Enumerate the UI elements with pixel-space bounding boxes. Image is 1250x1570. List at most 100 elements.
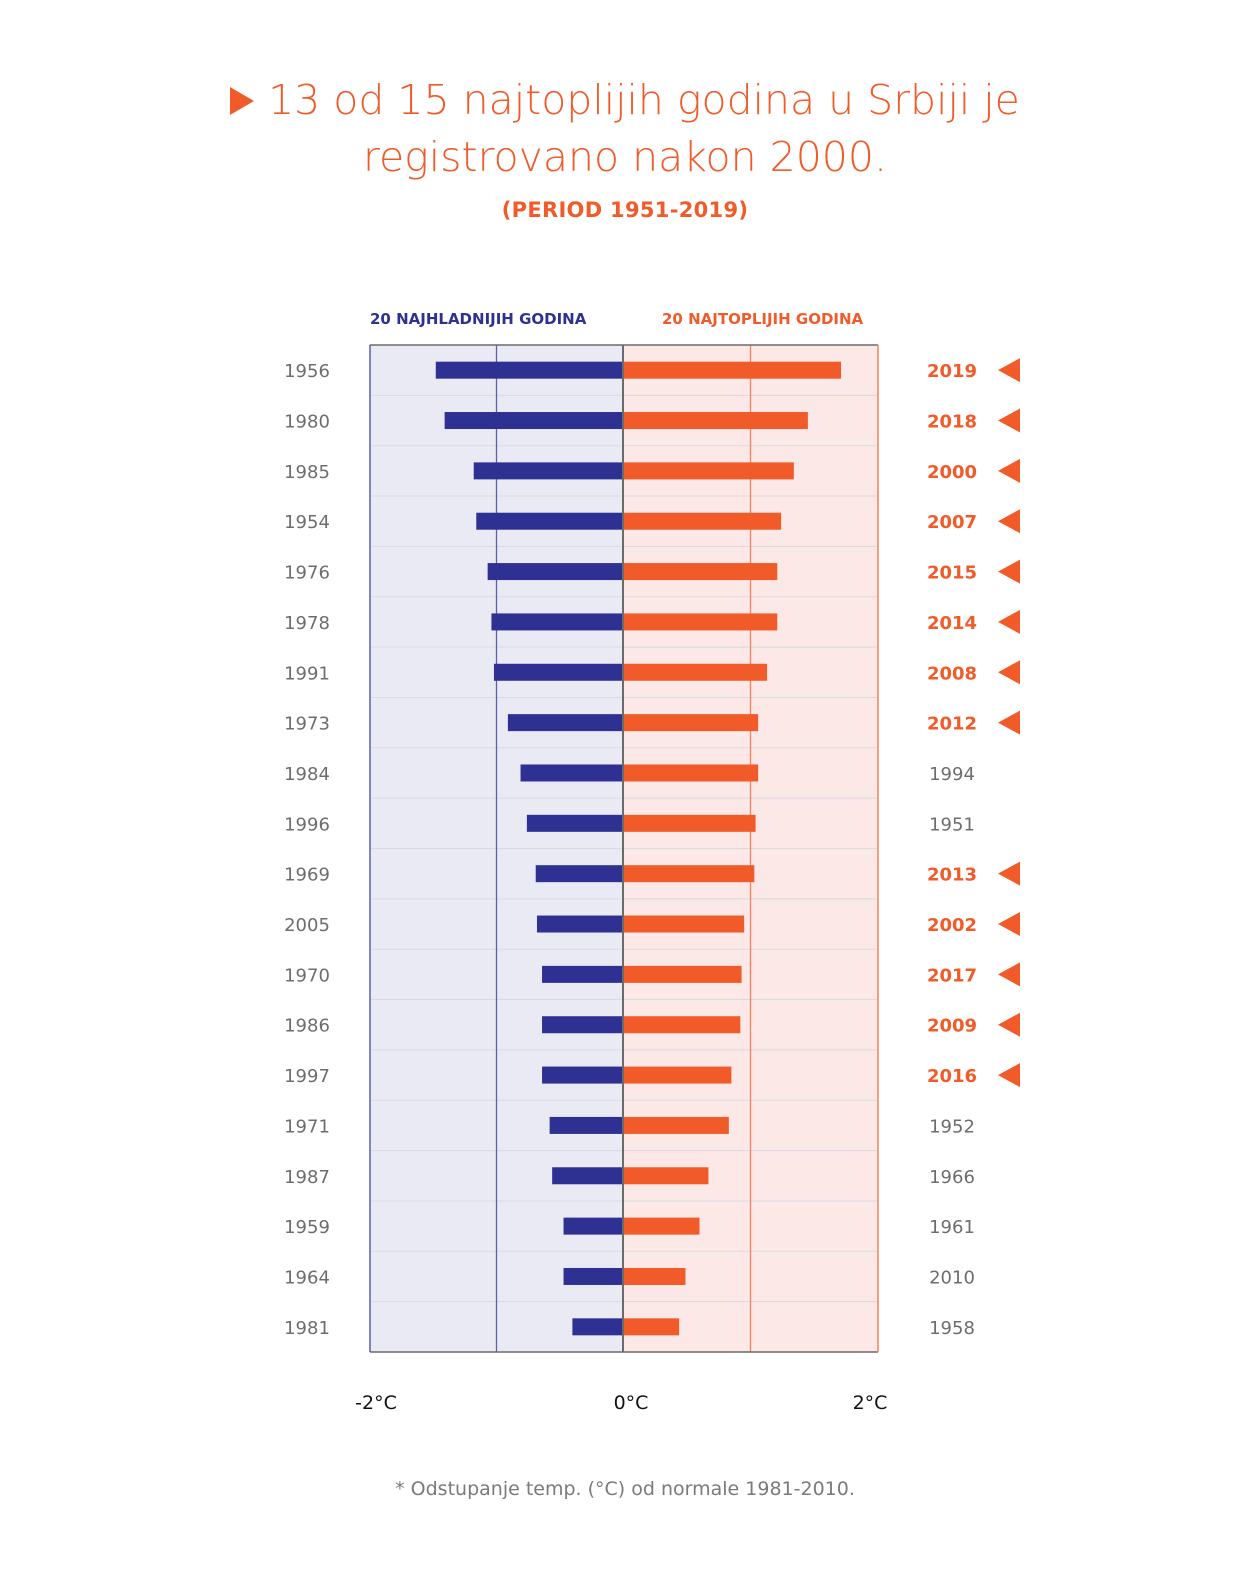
cold-bar: [473, 462, 623, 480]
warm-year-label: 2008: [927, 663, 977, 684]
warm-bar: [623, 613, 778, 631]
warm-year-label: 2009: [927, 1016, 977, 1037]
highlight-arrow-icon: [998, 559, 1020, 584]
cold-year-label: 1976: [284, 563, 330, 584]
cold-bar: [563, 1217, 623, 1235]
cold-bar: [487, 563, 623, 581]
warm-bar: [623, 1318, 680, 1336]
title-line-1: 13 od 15 najtoplijih godina u Srbiji je: [0, 72, 1250, 128]
warm-bar: [623, 512, 782, 530]
cold-bar: [435, 361, 623, 379]
warm-bar: [623, 1167, 709, 1185]
warm-bar: [623, 1066, 732, 1084]
cold-year-label: 1997: [284, 1066, 330, 1087]
cold-year-label: 1959: [284, 1217, 330, 1238]
warm-year-label: 1952: [929, 1116, 975, 1137]
warm-bar: [623, 663, 768, 681]
warm-year-label: 1961: [929, 1217, 975, 1238]
warm-year-label: 2016: [927, 1066, 977, 1087]
warm-bar: [623, 764, 759, 782]
cold-bar: [542, 965, 623, 983]
warm-year-label: 2000: [927, 462, 977, 483]
cold-bar: [563, 1267, 623, 1285]
cold-year-label: 1973: [284, 714, 330, 735]
play-triangle-icon: [230, 87, 255, 115]
warm-bar: [623, 1217, 700, 1235]
warm-year-label: 2018: [927, 412, 977, 433]
warm-bar: [623, 814, 756, 832]
highlight-arrow-icon: [998, 861, 1020, 886]
chart-subtitle: (PERIOD 1951-2019): [501, 198, 749, 222]
cold-bar: [535, 865, 623, 883]
warm-year-label: 1951: [929, 814, 975, 835]
cold-year-label: 1971: [284, 1116, 330, 1137]
warm-year-label: 2010: [929, 1267, 975, 1288]
highlight-arrow-icon: [998, 458, 1020, 483]
cold-bar: [549, 1116, 623, 1134]
highlight-arrow-icon: [998, 912, 1020, 937]
cold-bar: [507, 714, 623, 732]
highlight-arrow-icon: [998, 962, 1020, 987]
cold-year-label: 1985: [284, 462, 330, 483]
highlight-arrow-icon: [998, 1063, 1020, 1088]
cold-year-label: 1969: [284, 865, 330, 886]
warm-year-label: 2007: [927, 512, 977, 533]
cold-year-label: 1954: [284, 512, 330, 533]
cold-bar: [491, 613, 623, 631]
cold-year-label: 1984: [284, 764, 330, 785]
cold-year-label: 1964: [284, 1267, 330, 1288]
cold-bar: [526, 814, 623, 832]
warm-year-label: 2002: [927, 915, 977, 936]
cold-year-label: 1981: [284, 1318, 330, 1339]
highlight-arrow-icon: [998, 408, 1020, 433]
title-text-1: 13 od 15 najtoplijih godina u Srbiji je: [268, 76, 1020, 124]
title-line-2: registrovano nakon 2000.: [362, 133, 887, 181]
warm-bar: [623, 1267, 686, 1285]
cold-bar: [572, 1318, 623, 1336]
cold-bar: [536, 915, 623, 933]
warm-year-label: 2012: [927, 714, 977, 735]
cold-year-label: 1970: [284, 965, 330, 986]
cold-bar: [493, 663, 623, 681]
cold-bar: [476, 512, 623, 530]
chart-footnote: * Odstupanje temp. (°C) od normale 1981-…: [395, 1478, 855, 1500]
warm-bar: [623, 965, 742, 983]
cold-year-label: 1991: [284, 663, 330, 684]
highlight-arrow-icon: [998, 660, 1020, 685]
highlight-arrow-icon: [998, 1012, 1020, 1037]
warm-bar: [623, 714, 759, 732]
highlight-arrow-icon: [998, 358, 1020, 383]
legend-warmest-years: 20 NAJTOPLIJIH GODINA: [662, 310, 864, 328]
warm-year-label: 2014: [927, 613, 977, 634]
warm-year-label: 2015: [927, 563, 977, 584]
warm-year-label: 2017: [927, 965, 977, 986]
cold-bar: [552, 1167, 623, 1185]
highlight-arrow-icon: [998, 609, 1020, 634]
warm-bar: [623, 563, 778, 581]
chart-title: 13 od 15 najtoplijih godina u Srbiji je …: [0, 72, 1250, 222]
warm-bar: [623, 915, 745, 933]
warm-bar: [623, 1116, 729, 1134]
cold-bar: [542, 1016, 623, 1034]
cold-bar: [520, 764, 623, 782]
warm-year-label: 1966: [929, 1167, 975, 1188]
warm-year-label: 1958: [929, 1318, 975, 1339]
x-tick-label: 2°C: [853, 1392, 888, 1414]
cold-year-label: 1980: [284, 412, 330, 433]
warm-bar: [623, 412, 808, 430]
warm-year-label: 2019: [927, 361, 977, 382]
warm-year-label: 1994: [929, 764, 975, 785]
highlight-arrow-icon: [998, 509, 1020, 534]
cold-bar: [444, 412, 623, 430]
warm-bar: [623, 1016, 741, 1034]
warm-year-label: 2013: [927, 865, 977, 886]
x-tick-label: 0°C: [614, 1392, 649, 1414]
cold-year-label: 1978: [284, 613, 330, 634]
legend-coldest-years: 20 NAJHLADNIJIH GODINA: [370, 310, 587, 328]
cold-year-label: 1956: [284, 361, 330, 382]
cold-year-label: 1986: [284, 1016, 330, 1037]
cold-bar: [542, 1066, 623, 1084]
cold-year-label: 2005: [284, 915, 330, 936]
highlight-arrow-icon: [998, 710, 1020, 735]
